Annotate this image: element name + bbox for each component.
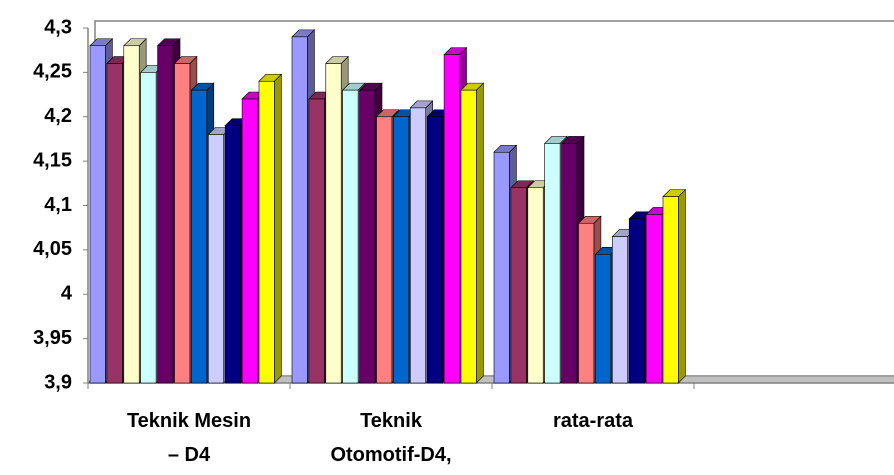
bar xyxy=(426,116,443,384)
bar xyxy=(291,36,308,384)
bar xyxy=(561,143,578,384)
bar xyxy=(595,254,612,384)
bar xyxy=(376,116,393,384)
y-tick-label: 3,9 xyxy=(44,371,72,393)
bar xyxy=(308,98,325,384)
bar xyxy=(510,187,527,384)
y-tick-label: 3,95 xyxy=(33,327,72,349)
bar xyxy=(578,222,595,384)
bar xyxy=(662,196,679,384)
y-tick-label: 4,1 xyxy=(44,194,72,216)
y-tick-label: 4,05 xyxy=(33,238,72,260)
bar xyxy=(645,214,662,384)
y-tick-label: 4,15 xyxy=(33,149,72,171)
y-tick-label: 4,25 xyxy=(33,61,72,83)
bar xyxy=(460,89,477,384)
bar xyxy=(157,45,174,384)
bar xyxy=(325,63,342,384)
bar xyxy=(174,63,191,384)
bar xyxy=(493,151,510,384)
bar xyxy=(123,45,140,384)
x-tick-label: Teknik Mesin – D4 xyxy=(126,410,252,466)
bar-side xyxy=(274,73,282,384)
bar xyxy=(527,187,544,384)
bar xyxy=(258,80,275,384)
bar-side xyxy=(476,82,484,384)
bar xyxy=(611,236,628,384)
bar xyxy=(191,89,208,384)
y-tick-label: 4,2 xyxy=(44,105,72,127)
bar xyxy=(140,72,157,384)
y-tick-label: 4 xyxy=(61,283,73,305)
bar xyxy=(342,89,359,384)
bar xyxy=(224,125,241,384)
bar xyxy=(409,107,426,384)
bar xyxy=(241,98,258,384)
bar xyxy=(443,54,460,384)
bar-side xyxy=(678,188,686,384)
x-tick-label: Teknik Otomotif-D4, xyxy=(330,410,452,466)
y-tick-label: 4,3 xyxy=(44,16,72,38)
bar xyxy=(628,218,645,384)
bar xyxy=(89,45,106,384)
bar xyxy=(393,116,410,384)
x-tick-label: rata-rata xyxy=(552,410,634,432)
bar xyxy=(208,134,225,384)
bar xyxy=(359,89,376,384)
bar xyxy=(544,143,561,384)
bar xyxy=(106,63,123,384)
